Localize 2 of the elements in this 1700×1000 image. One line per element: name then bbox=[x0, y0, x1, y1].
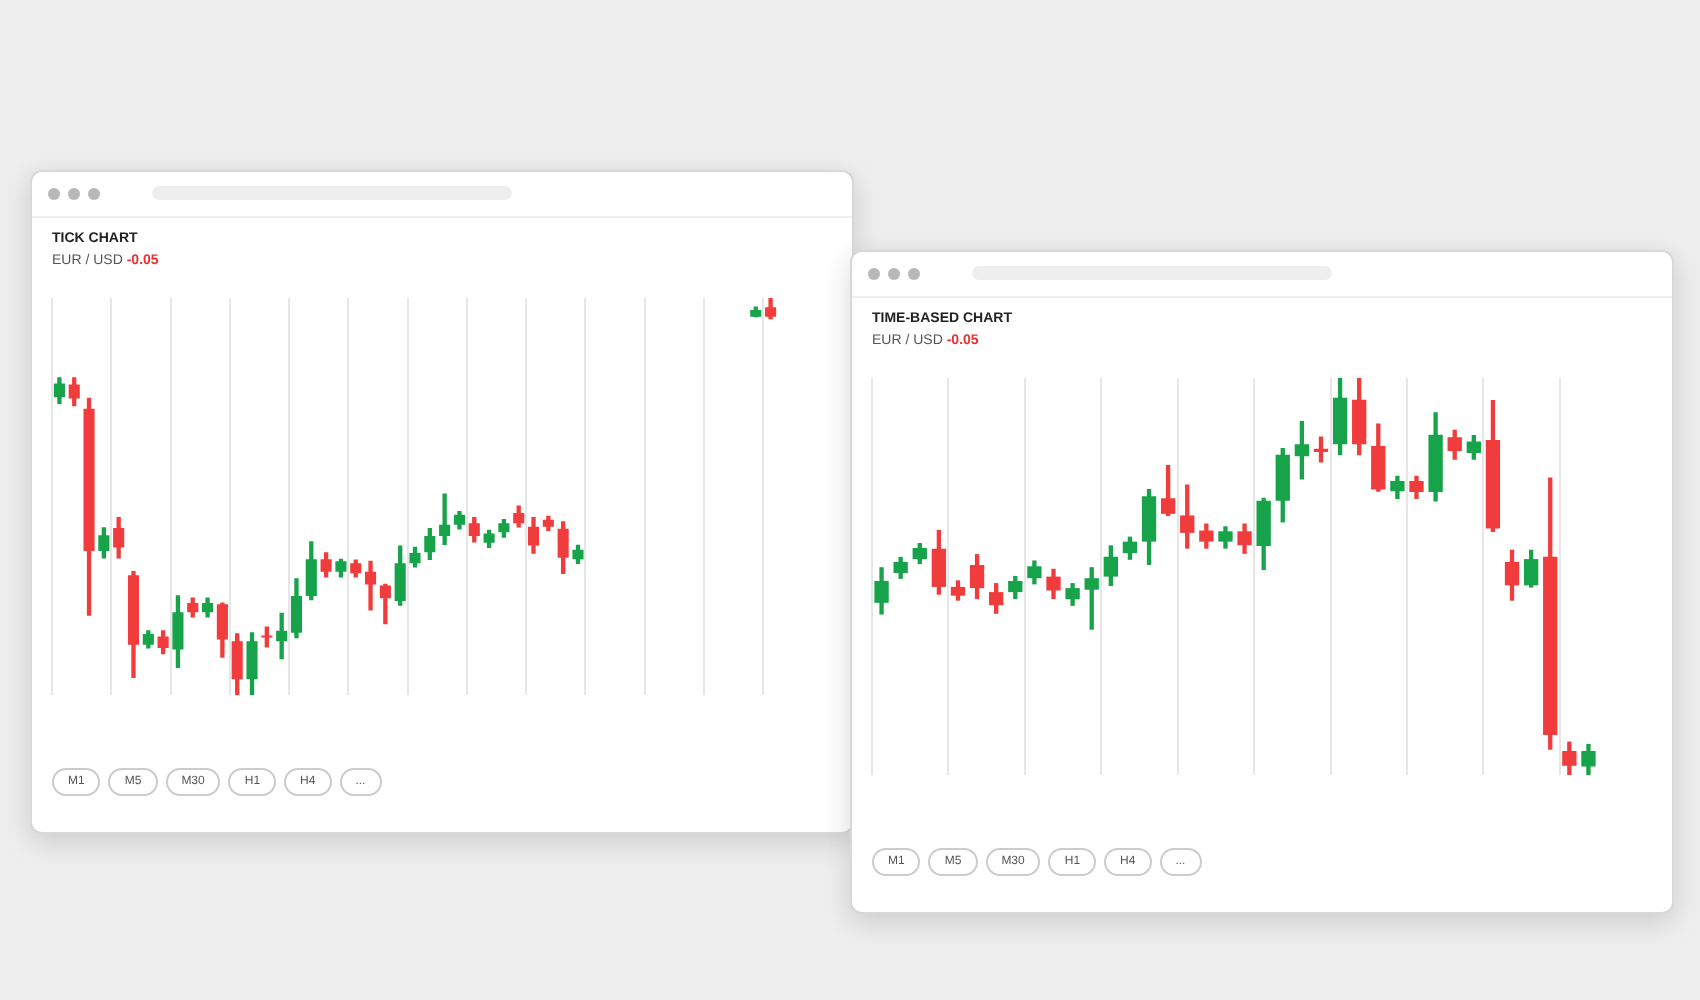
candlestick bbox=[276, 612, 288, 660]
candlestick bbox=[439, 493, 451, 545]
